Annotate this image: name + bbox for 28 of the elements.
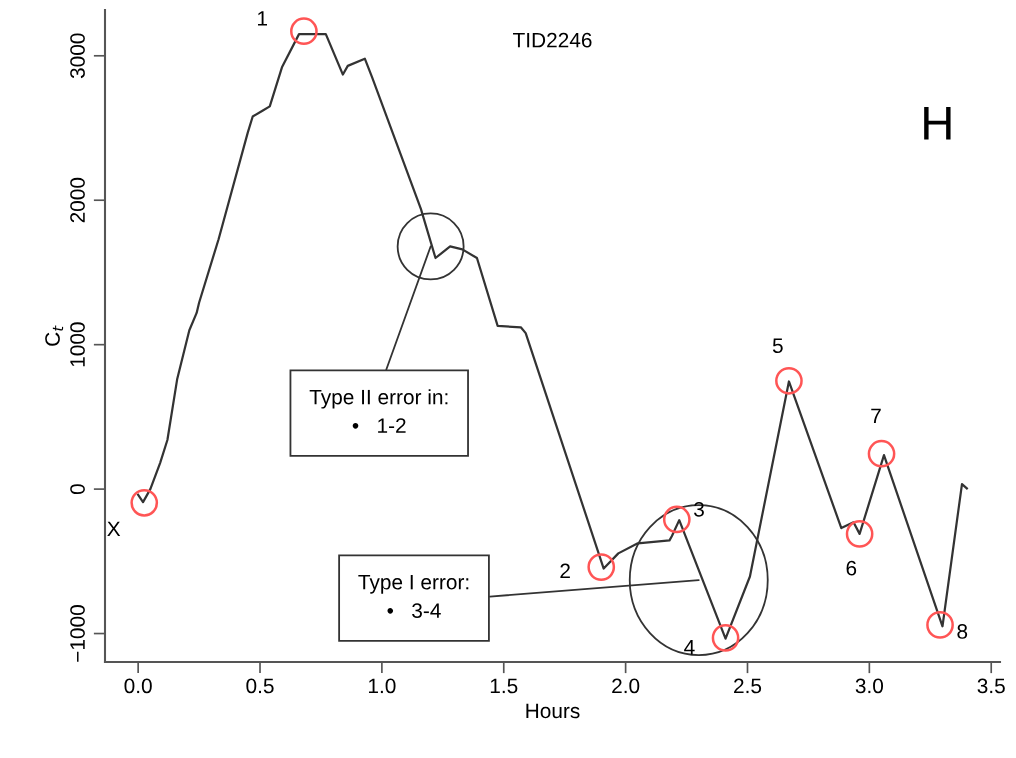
x-tick-label: 2.5 (734, 678, 762, 694)
annotation: 5 (772, 338, 783, 354)
annotation: 7 (871, 408, 881, 423)
annotation: 6 (846, 560, 857, 576)
x-tick-label: 3.5 (977, 678, 1005, 694)
x-tick-label: 1.0 (368, 678, 396, 694)
y-tick-label: 0 (70, 484, 85, 495)
annotation: H (924, 107, 951, 140)
x-axis-title: Hours (526, 703, 580, 719)
x-tick-label: 0.0 (124, 678, 152, 694)
text: TID2246 (513, 32, 592, 48)
y-axis-title: C$_{t}$ (45, 325, 64, 346)
annotation: Type I error: • 3-4 (358, 574, 469, 618)
annotation: 1 (258, 11, 267, 26)
y-tick-label: 2000 (70, 177, 85, 223)
x-tick-label: 1.5 (490, 678, 518, 694)
x-tick-label: 0.5 (246, 678, 274, 694)
x-tick-label: 2.0 (612, 678, 640, 694)
annotation: 8 (957, 624, 968, 639)
annotation: 4 (684, 640, 695, 655)
annotation: 2 (560, 563, 570, 579)
annotation: 3 (694, 501, 704, 517)
y-tick-label: −1000 (70, 605, 85, 662)
x-tick-label: 3.0 (855, 678, 884, 694)
annotation: Type II error in: • 1-2 (309, 389, 448, 433)
y-tick-label: 3000 (70, 33, 85, 79)
y-tick-label: 1000 (70, 322, 85, 367)
annotation: X (107, 521, 121, 536)
